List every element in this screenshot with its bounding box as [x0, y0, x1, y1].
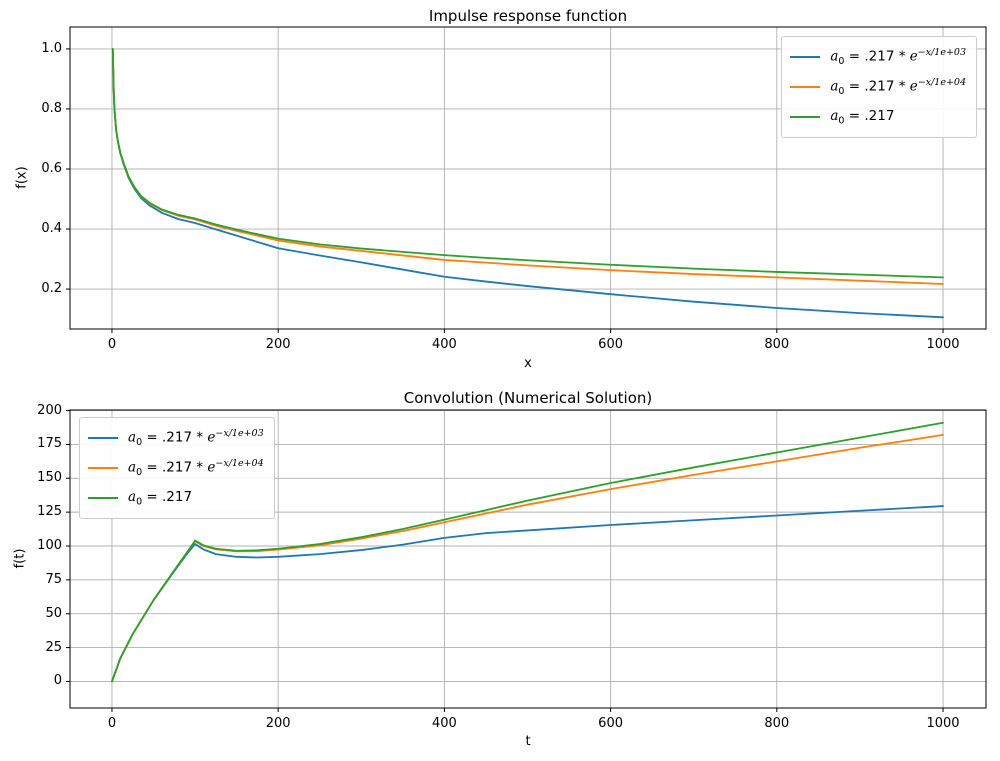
legend-entry-a0-constant: a0 = .217 [88, 483, 264, 513]
y-tick-label: 1.0 [41, 40, 62, 56]
legend-line-sample [88, 497, 118, 499]
x-tick-label: 400 [431, 716, 457, 731]
curve-a0-decay-1e03 [111, 505, 944, 683]
legend-entry-a0-decay-1e03: a0 = .217 * e−x/1e+03 [790, 42, 966, 72]
legend-entry-a0-decay-1e04: a0 = .217 * e−x/1e+04 [790, 72, 966, 102]
legend-entry-a0-decay-1e04: a0 = .217 * e−x/1e+04 [88, 453, 264, 483]
y-tick-label: 200 [37, 402, 62, 418]
x-tick-label: 200 [265, 337, 291, 352]
y-tick-label: 0.6 [41, 160, 62, 176]
legend-label: a0 = .217 * e−x/1e+03 [128, 427, 264, 449]
legend-label: a0 = .217 * e−x/1e+04 [128, 457, 264, 479]
legend: a0 = .217 * e−x/1e+03 a0 = .217 * e−x/1e+… [781, 36, 977, 138]
axes-spines [69, 26, 987, 330]
legend: a0 = .217 * e−x/1e+03 a0 = .217 * e−x/1e+… [79, 417, 275, 519]
legend-line-sample [88, 467, 118, 469]
plot-title-convolution: Convolution (Numerical Solution) [403, 389, 653, 407]
x-axis-label-x: x [524, 356, 532, 371]
legend-entry-a0-constant: a0 = .217 [790, 102, 966, 132]
curve-a0-constant [111, 48, 944, 279]
plot-title-impulse-response: Impulse response function [428, 7, 628, 25]
y-tick-label: 175 [37, 436, 62, 452]
y-tick-label: 50 [45, 605, 62, 621]
legend-label: a0 = .217 [830, 107, 895, 127]
axes-spines [69, 409, 987, 709]
legend-label: a0 = .217 * e−x/1e+04 [830, 76, 966, 98]
legend-entry-a0-decay-1e03: a0 = .217 * e−x/1e+03 [88, 423, 264, 453]
plot-area-convolution [66, 409, 987, 712]
x-axis-label-t: t [525, 734, 531, 749]
y-tick-label: 75 [45, 571, 62, 587]
legend-label: a0 = .217 * e−x/1e+03 [830, 46, 966, 68]
y-tick-label: 125 [37, 504, 62, 520]
x-tick-label: 800 [764, 337, 790, 352]
y-tick-label: 25 [45, 639, 62, 655]
y-tick-label: 100 [37, 537, 62, 553]
legend-label: a0 = .217 [128, 488, 193, 508]
x-tick-label: 600 [598, 716, 623, 731]
x-tick-label: 1000 [926, 716, 960, 731]
y-tick-label: 150 [37, 470, 62, 486]
x-tick-label: 0 [107, 716, 117, 731]
curve-a0-constant [111, 421, 944, 683]
legend-line-sample [790, 56, 821, 58]
legend-line-sample [790, 86, 821, 88]
x-tick-label: 800 [764, 716, 790, 731]
y-tick-label: 0.8 [41, 100, 62, 116]
x-tick-label: 0 [107, 337, 117, 352]
legend-line-sample [88, 437, 118, 439]
x-tick-label: 600 [598, 337, 623, 352]
x-tick-label: 200 [265, 716, 291, 731]
legend-line-sample [790, 116, 821, 118]
y-tick-label: 0.2 [41, 281, 62, 297]
y-tick-label: 0.4 [41, 221, 62, 237]
x-tick-label: 400 [431, 337, 457, 352]
y-axis-label-fx: f(x) [14, 166, 30, 189]
x-tick-label: 1000 [926, 337, 960, 352]
y-tick-label: 0 [53, 673, 62, 689]
